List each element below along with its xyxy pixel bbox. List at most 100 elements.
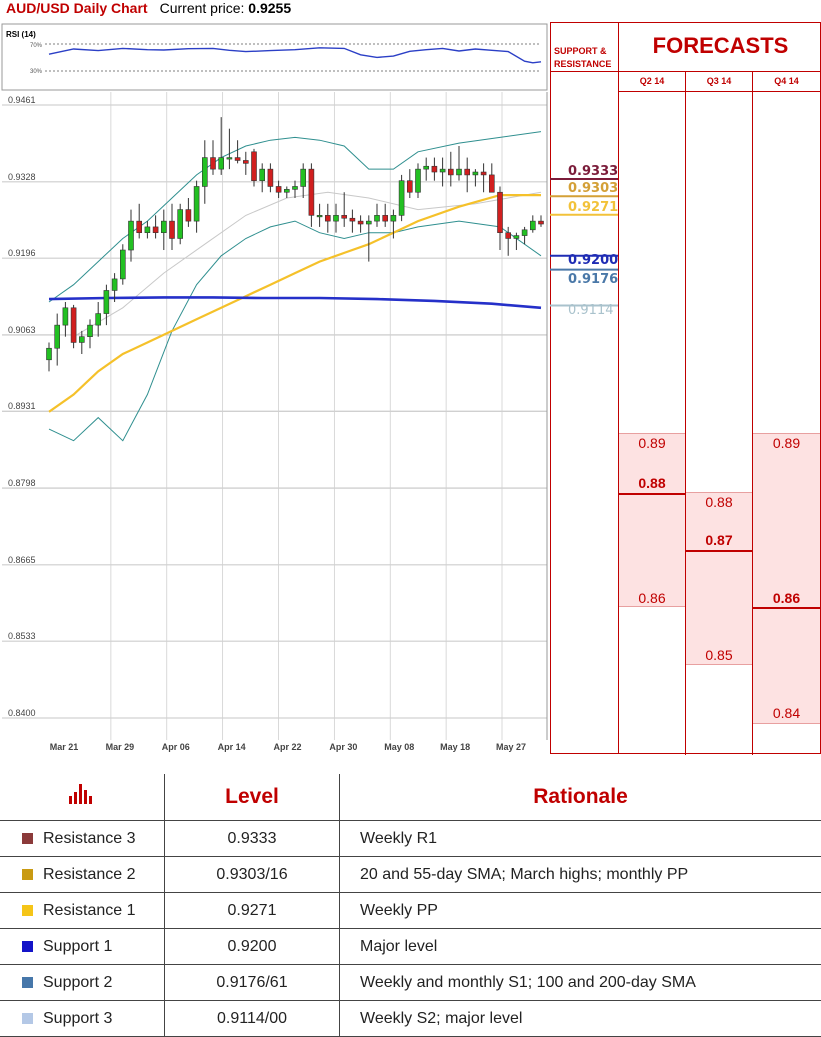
x-tick-label: May 27: [496, 742, 526, 752]
y-tick-label: 0.8798: [8, 478, 36, 488]
rsi-70-label: 70%: [30, 43, 43, 49]
level-s2: 0.9176: [568, 272, 618, 287]
q4-mid: 0.86: [753, 590, 820, 606]
row-level: 0.9114/00: [165, 1001, 340, 1037]
q4-high: 0.89: [753, 435, 820, 451]
y-tick-label: 0.8533: [8, 631, 36, 641]
candle: [178, 210, 183, 239]
candle: [448, 169, 453, 175]
q3-high: 0.88: [686, 494, 752, 510]
candle: [399, 181, 404, 216]
price-value: 0.9255: [248, 0, 291, 16]
candle: [284, 189, 289, 192]
col-q3: Q3 14: [686, 76, 752, 86]
candle: [219, 158, 224, 170]
candle: [96, 314, 101, 326]
header-rationale: Rationale: [340, 774, 821, 821]
row-level: 0.9271: [165, 893, 340, 929]
candle: [170, 221, 175, 238]
col-q2: Q2 14: [619, 76, 685, 86]
y-tick-label: 0.9063: [8, 325, 36, 335]
q4-low: 0.84: [753, 705, 820, 721]
level-color-swatch: [22, 905, 33, 916]
candle: [350, 218, 355, 221]
q3-range: [686, 492, 752, 665]
q4-range: [753, 433, 820, 723]
candle: [293, 186, 298, 189]
x-tick-label: May 18: [440, 742, 470, 752]
candle: [481, 172, 486, 175]
y-tick-label: 0.8931: [8, 401, 36, 411]
level-r1: 0.9271: [568, 200, 618, 215]
candle: [375, 215, 380, 221]
candle: [129, 221, 134, 250]
candle: [440, 169, 445, 172]
candle: [539, 221, 544, 224]
level-s1: 0.9200: [568, 253, 618, 268]
x-tick-label: Mar 29: [106, 742, 135, 752]
candle: [88, 325, 93, 337]
row-rationale: Weekly and monthly S1; 100 and 200-day S…: [340, 965, 821, 1001]
candle: [227, 158, 232, 160]
row-name: Support 1: [43, 938, 112, 955]
level-r2: 0.9303: [568, 181, 618, 196]
candle: [383, 215, 388, 221]
q2-mid: 0.88: [619, 475, 685, 491]
x-tick-label: May 08: [384, 742, 414, 752]
candle: [301, 169, 306, 186]
header-level: Level: [165, 774, 340, 821]
candle: [276, 186, 281, 192]
y-tick-label: 0.8665: [8, 555, 36, 565]
x-tick-label: Apr 30: [329, 742, 357, 752]
row-level: 0.9303/16: [165, 857, 340, 893]
candle: [522, 230, 527, 236]
row-rationale: 20 and 55-day SMA; March highs; monthly …: [340, 857, 821, 893]
candle: [47, 348, 52, 360]
candle: [489, 175, 494, 192]
table-header-row: Level Rationale: [0, 774, 821, 821]
row-name-cell: Support 2: [0, 965, 165, 1001]
candle: [194, 186, 199, 221]
sr-levels: [550, 0, 619, 760]
candle: [465, 169, 470, 175]
price-chart: RSI (14) 70% 30% 0.94610.93280.91960.906…: [0, 22, 550, 755]
q2-range: [619, 433, 685, 607]
candle: [457, 169, 462, 175]
row-level: 0.9176/61: [165, 965, 340, 1001]
row-name: Support 3: [43, 1010, 112, 1027]
level-color-swatch: [22, 977, 33, 988]
col-q4: Q4 14: [753, 76, 820, 86]
candle: [325, 215, 330, 221]
candle: [235, 158, 240, 161]
candle: [120, 250, 125, 279]
forecasts-panel: FORECASTS Q2 14 Q3 14 Q4 14 0.89 0.88 0.…: [618, 22, 821, 754]
rsi-panel: [2, 24, 547, 90]
candle: [202, 158, 207, 187]
bar-chart-icon-cell: [0, 774, 165, 821]
y-tick-label: 0.9196: [8, 248, 36, 258]
row-name: Resistance 3: [43, 830, 136, 847]
candle: [71, 308, 76, 343]
row-name-cell: Resistance 2: [0, 857, 165, 893]
candle: [260, 169, 265, 181]
candle: [186, 210, 191, 222]
candle: [252, 152, 257, 181]
row-name-cell: Resistance 3: [0, 821, 165, 857]
candle: [137, 221, 142, 233]
x-tick-label: Apr 22: [273, 742, 301, 752]
candle: [407, 181, 412, 193]
row-rationale: Weekly PP: [340, 893, 821, 929]
row-rationale: Weekly R1: [340, 821, 821, 857]
q3-low: 0.85: [686, 647, 752, 663]
rsi-label: RSI (14): [6, 30, 36, 39]
row-rationale: Weekly S2; major level: [340, 1001, 821, 1037]
x-tick-label: Apr 06: [162, 742, 190, 752]
level-color-swatch: [22, 833, 33, 844]
level-color-swatch: [22, 941, 33, 952]
candle: [391, 215, 396, 221]
y-tick-label: 0.9328: [8, 172, 36, 182]
